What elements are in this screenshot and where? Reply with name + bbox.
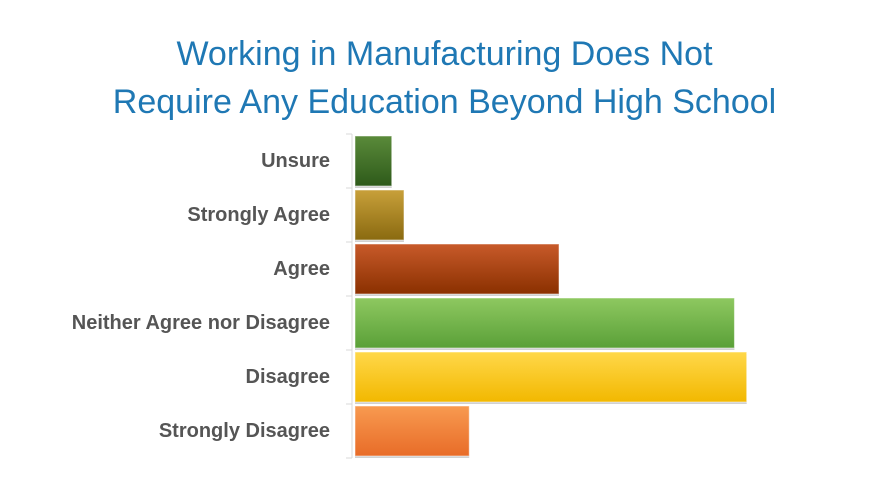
category-label: Strongly Disagree (159, 420, 330, 442)
category-label: Neither Agree nor Disagree (72, 312, 330, 334)
bar-neither-agree-nor-disagree (354, 297, 735, 349)
bars-layer (354, 135, 748, 458)
category-label: Unsure (261, 150, 330, 172)
category-label: Disagree (246, 366, 331, 388)
category-label: Strongly Agree (187, 204, 330, 226)
category-labels: Unsure Strongly Agree Agree Neither Agree n… (72, 150, 330, 442)
category-label: Agree (273, 258, 330, 280)
axis-ticks (346, 133, 352, 459)
bar-disagree (354, 351, 748, 403)
bar-unsure (354, 135, 393, 187)
bar-agree (354, 243, 560, 295)
chart-title-line-1: Working in Manufacturing Does Not (176, 35, 713, 73)
bar-strongly-agree (354, 189, 405, 241)
chart-title: Working in Manufacturing Does Not Requir… (0, 30, 889, 126)
bar-strongly-disagree (354, 405, 470, 457)
chart-title-line-2: Require Any Education Beyond High School (112, 83, 777, 121)
